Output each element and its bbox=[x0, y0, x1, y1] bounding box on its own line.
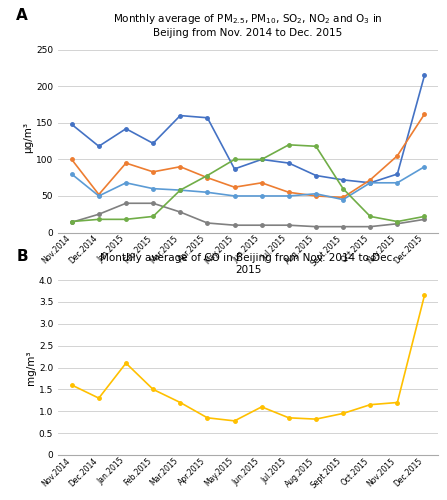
Y-axis label: mg/m³: mg/m³ bbox=[26, 350, 36, 385]
Text: A: A bbox=[16, 8, 28, 24]
Y-axis label: μg/m³: μg/m³ bbox=[23, 122, 33, 153]
Title: Monthly average of PM$_{2.5}$, PM$_{10}$, SO$_2$, NO$_2$ and O$_3$ in
Beijing fr: Monthly average of PM$_{2.5}$, PM$_{10}$… bbox=[113, 12, 383, 38]
Text: B: B bbox=[16, 248, 28, 264]
Legend: PM$_{10}$, PM$_{2.5}$, SO$_2$, NO$_2$, O$_3$: PM$_{10}$, PM$_{2.5}$, SO$_2$, NO$_2$, O… bbox=[152, 309, 345, 328]
Title: Monthly average of CO in Beijing from Nov. 2014 to Dec.
2015: Monthly average of CO in Beijing from No… bbox=[100, 254, 396, 275]
